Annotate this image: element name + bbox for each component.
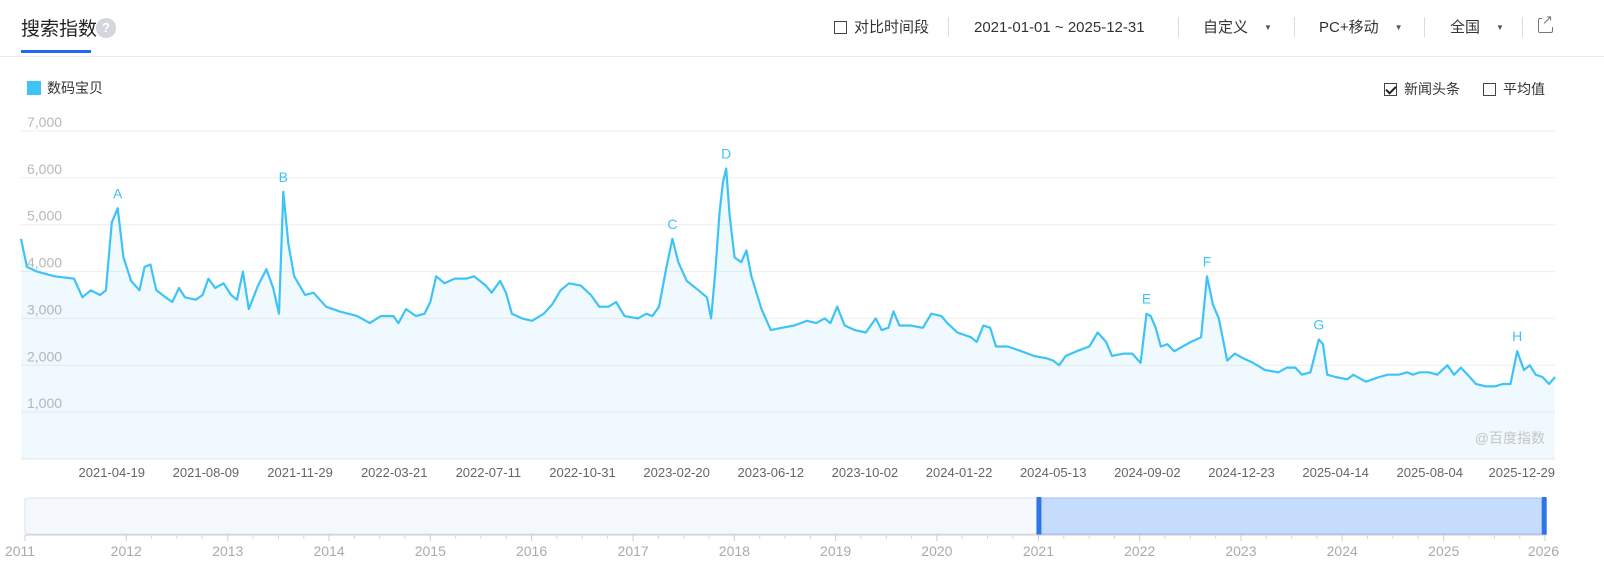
- navigator-year-label: 2017: [618, 543, 649, 559]
- trend-chart[interactable]: 1,000 2,000 3,000 4,000 5,000 6,000 7,000 A B C D E…: [0, 110, 1604, 480]
- compare-period-toggle[interactable]: 对比时间段: [834, 18, 929, 38]
- x-tick-label: 2022-10-31: [549, 465, 616, 480]
- divider: [1522, 17, 1523, 37]
- x-tick-label: 2024-01-22: [926, 465, 993, 480]
- x-tick-label: 2021-08-09: [173, 465, 240, 480]
- x-tick-label: 2023-06-12: [738, 465, 805, 480]
- y-tick-label: 7,000: [27, 114, 62, 130]
- chart-legend[interactable]: 数码宝贝: [27, 78, 103, 98]
- y-tick-label: 4,000: [27, 255, 62, 271]
- active-tab-indicator: [21, 50, 91, 53]
- page-title[interactable]: 搜索指数: [21, 19, 98, 40]
- divider: [948, 17, 949, 37]
- average-toggle[interactable]: 平均值: [1483, 79, 1545, 99]
- caret-down-icon: ▼: [1394, 23, 1403, 32]
- caret-down-icon: ▼: [1264, 23, 1272, 32]
- navigator-handle-right[interactable]: [1541, 497, 1547, 535]
- x-tick-label: 2024-09-02: [1114, 465, 1181, 480]
- series-area: [21, 168, 1555, 459]
- legend-label: 数码宝贝: [47, 80, 103, 96]
- navigator-year-label: 2023: [1225, 543, 1256, 559]
- news-annotation-F: F: [1203, 253, 1212, 269]
- news-checkbox[interactable]: [1384, 83, 1397, 96]
- x-tick-label: 2025-12-29: [1489, 465, 1556, 480]
- date-range-display[interactable]: 2021-01-01 ~ 2025-12-31: [974, 19, 1145, 36]
- device-select[interactable]: PC+移动 ▼: [1319, 18, 1403, 38]
- news-annotation-G: G: [1313, 317, 1324, 333]
- navigator-year-label: 2020: [921, 543, 952, 559]
- watermark: @百度指数: [1475, 430, 1545, 446]
- chart-header: 搜索指数 ? 对比时间段 2021-01-01 ~ 2025-12-31 自定义…: [0, 0, 1604, 57]
- region-select[interactable]: 全国 ▼: [1450, 18, 1504, 38]
- news-annotation-E: E: [1142, 291, 1151, 307]
- x-tick-label: 2022-07-11: [456, 465, 522, 480]
- y-tick-label: 1,000: [27, 395, 62, 411]
- device-value: PC+移动: [1319, 19, 1379, 36]
- x-tick-label: 2025-04-14: [1302, 465, 1369, 480]
- compare-label: 对比时间段: [854, 19, 930, 36]
- y-tick-label: 5,000: [27, 208, 62, 224]
- series-line-数码宝贝: [19, 167, 1556, 388]
- navigator-year-label: 2016: [516, 543, 547, 559]
- divider: [1294, 17, 1295, 37]
- navigator-year-label: 2011: [5, 543, 35, 559]
- navigator-year-label: 2012: [111, 543, 142, 559]
- compare-checkbox[interactable]: [834, 21, 847, 34]
- divider: [1424, 17, 1425, 37]
- navigator-selection: [1037, 497, 1546, 535]
- navigator-year-label: 2018: [719, 543, 750, 559]
- navigator-year-label: 2014: [313, 543, 344, 559]
- average-checkbox[interactable]: [1483, 83, 1496, 96]
- navigator-year-label: 2025: [1428, 543, 1459, 559]
- navigator-year-label: 2019: [820, 543, 851, 559]
- x-tick-label: 2023-10-02: [832, 465, 899, 480]
- news-headline-toggle[interactable]: 新闻头条: [1384, 79, 1460, 99]
- x-tick-label: 2021-04-19: [79, 465, 146, 480]
- average-label: 平均值: [1503, 81, 1545, 97]
- y-tick-label: 3,000: [27, 301, 62, 317]
- news-annotation-A: A: [113, 185, 123, 201]
- range-mode-value: 自定义: [1203, 19, 1249, 36]
- time-navigator[interactable]: 2011 2012 2013 2014 2015 2016 2017 2018 2019 2020…: [0, 492, 1604, 588]
- x-tick-label: 2024-12-23: [1208, 465, 1275, 480]
- navigator-year-label: 2013: [212, 543, 243, 559]
- navigator-year-label: 2021: [1023, 543, 1054, 559]
- question-icon[interactable]: ?: [96, 18, 116, 38]
- caret-down-icon: ▼: [1496, 23, 1504, 32]
- x-tick-label: 2024-05-13: [1020, 465, 1087, 480]
- navigator-handle-left[interactable]: [1036, 497, 1042, 535]
- navigator-year-label: 2024: [1327, 543, 1358, 559]
- news-annotation-H: H: [1512, 328, 1522, 344]
- divider: [1178, 17, 1179, 37]
- region-value: 全国: [1450, 19, 1481, 36]
- navigator-year-label: 2022: [1124, 543, 1155, 559]
- range-mode-select[interactable]: 自定义 ▼: [1203, 18, 1272, 38]
- x-tick-label: 2023-02-20: [643, 465, 710, 480]
- news-annotation-B: B: [279, 169, 288, 185]
- y-tick-label: 2,000: [27, 348, 62, 364]
- news-annotation-C: C: [667, 216, 677, 232]
- legend-swatch: [27, 81, 41, 95]
- y-tick-label: 6,000: [27, 161, 62, 177]
- news-label: 新闻头条: [1404, 81, 1460, 97]
- navigator-year-label: 2015: [415, 543, 446, 559]
- news-annotation-D: D: [721, 145, 731, 161]
- x-tick-label: 2022-03-21: [361, 465, 428, 480]
- x-tick-label: 2021-11-29: [267, 465, 333, 480]
- navigator-year-label: 2026: [1528, 543, 1559, 559]
- x-tick-label: 2025-08-04: [1397, 465, 1464, 480]
- external-link-icon[interactable]: [1538, 13, 1553, 33]
